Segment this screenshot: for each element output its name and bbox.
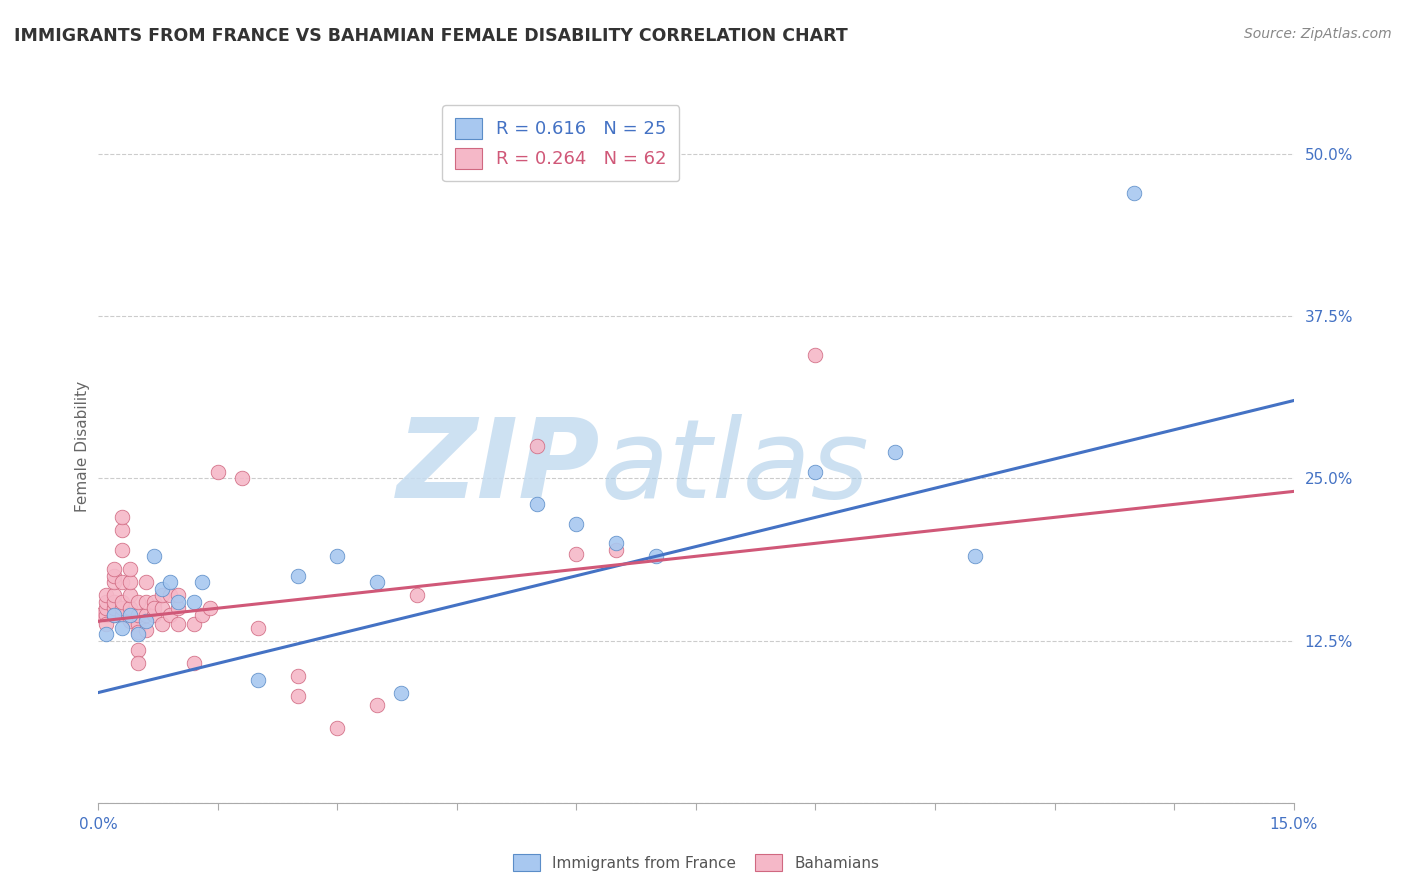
Point xyxy=(167,588,190,602)
Point xyxy=(96,601,118,615)
Point xyxy=(103,575,125,590)
Point xyxy=(103,607,125,622)
Point xyxy=(1123,186,1146,200)
Point xyxy=(389,685,412,699)
Point xyxy=(366,698,388,713)
Point xyxy=(406,588,429,602)
Point xyxy=(127,642,149,657)
Point xyxy=(111,510,134,524)
Point xyxy=(246,673,269,687)
Point xyxy=(103,607,125,622)
Point xyxy=(120,614,142,628)
Point xyxy=(111,542,134,557)
Point xyxy=(135,595,157,609)
Point xyxy=(167,595,190,609)
Point xyxy=(96,588,118,602)
Text: ZIP: ZIP xyxy=(396,414,600,521)
Text: IMMIGRANTS FROM FRANCE VS BAHAMIAN FEMALE DISABILITY CORRELATION CHART: IMMIGRANTS FROM FRANCE VS BAHAMIAN FEMAL… xyxy=(14,27,848,45)
Point xyxy=(287,690,309,704)
Point xyxy=(526,497,548,511)
Point xyxy=(183,595,205,609)
Point xyxy=(804,465,827,479)
Point xyxy=(135,614,157,628)
Y-axis label: Female Disability: Female Disability xyxy=(75,380,90,512)
Point xyxy=(111,621,134,635)
Point xyxy=(884,445,907,459)
Point xyxy=(963,549,986,564)
Point xyxy=(246,621,269,635)
Point xyxy=(150,601,173,615)
Point xyxy=(605,542,627,557)
Point xyxy=(103,595,125,609)
Legend: Immigrants from France, Bahamians: Immigrants from France, Bahamians xyxy=(506,848,886,877)
Point xyxy=(120,588,142,602)
Point xyxy=(127,607,149,622)
Point xyxy=(120,607,142,622)
Point xyxy=(127,616,149,631)
Point xyxy=(183,656,205,670)
Point xyxy=(143,601,166,615)
Point xyxy=(150,582,173,596)
Point xyxy=(111,575,134,590)
Point xyxy=(127,624,149,639)
Point xyxy=(183,616,205,631)
Point xyxy=(127,595,149,609)
Point xyxy=(143,595,166,609)
Point xyxy=(167,616,190,631)
Point xyxy=(120,601,142,615)
Point xyxy=(111,601,134,615)
Point xyxy=(198,601,221,615)
Point xyxy=(326,549,349,564)
Point xyxy=(207,465,229,479)
Point xyxy=(150,588,173,602)
Text: Source: ZipAtlas.com: Source: ZipAtlas.com xyxy=(1244,27,1392,41)
Point xyxy=(287,568,309,582)
Point xyxy=(96,627,118,641)
Point xyxy=(287,668,309,682)
Point xyxy=(231,471,253,485)
Point xyxy=(120,562,142,576)
Point xyxy=(565,516,588,531)
Point xyxy=(111,595,134,609)
Point xyxy=(191,575,214,590)
Point xyxy=(103,568,125,582)
Point xyxy=(565,547,588,561)
Point xyxy=(96,616,118,631)
Point xyxy=(103,588,125,602)
Point xyxy=(326,721,349,735)
Point xyxy=(143,549,166,564)
Point xyxy=(135,575,157,590)
Point xyxy=(96,607,118,622)
Point xyxy=(103,601,125,615)
Point xyxy=(96,595,118,609)
Point xyxy=(159,588,181,602)
Point xyxy=(366,575,388,590)
Point xyxy=(127,627,149,641)
Point xyxy=(135,624,157,638)
Point xyxy=(103,562,125,576)
Point xyxy=(804,348,827,362)
Point xyxy=(526,439,548,453)
Point xyxy=(120,575,142,590)
Point xyxy=(111,524,134,538)
Point xyxy=(605,536,627,550)
Point xyxy=(143,607,166,622)
Point xyxy=(191,607,214,622)
Point xyxy=(135,607,157,622)
Point xyxy=(111,607,134,622)
Point xyxy=(159,607,181,622)
Point xyxy=(87,607,110,622)
Point xyxy=(127,656,149,670)
Point xyxy=(150,616,173,631)
Text: atlas: atlas xyxy=(600,414,869,521)
Point xyxy=(645,549,668,564)
Point xyxy=(159,575,181,590)
Point xyxy=(167,601,190,615)
